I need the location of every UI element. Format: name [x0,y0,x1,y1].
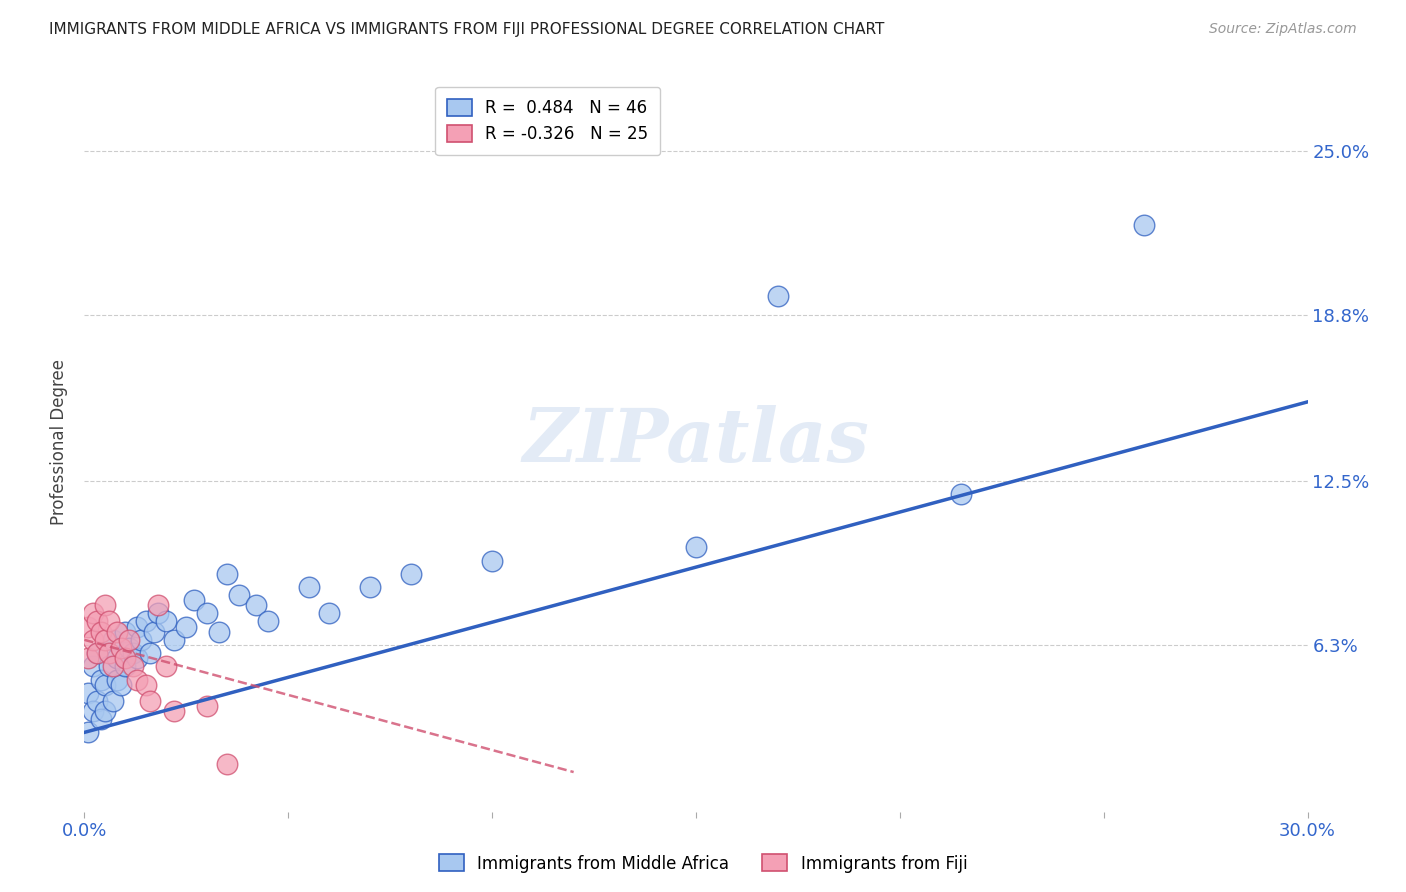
Point [481,553,503,567]
Point [399,566,422,581]
Point [195,607,218,621]
Point [110,678,132,692]
Point [122,659,145,673]
Point [766,289,789,303]
Point [245,599,267,613]
Point [97,646,120,660]
Point [174,619,197,633]
Point [90,712,112,726]
Text: ZIPatlas: ZIPatlas [523,405,869,478]
Point [105,673,128,687]
Point [163,632,186,647]
Text: Source: ZipAtlas.com: Source: ZipAtlas.com [1209,22,1357,37]
Point [146,607,169,621]
Point [90,673,112,687]
Point [86,694,108,708]
Point [1133,218,1156,232]
Point [93,678,115,692]
Point [138,646,160,660]
Point [359,580,381,594]
Point [127,673,149,687]
Point [86,646,108,660]
Point [101,694,124,708]
Point [97,615,120,629]
Point [93,704,115,718]
Point [131,632,153,647]
Point [101,632,124,647]
Point [93,599,115,613]
Text: IMMIGRANTS FROM MIDDLE AFRICA VS IMMIGRANTS FROM FIJI PROFESSIONAL DEGREE CORREL: IMMIGRANTS FROM MIDDLE AFRICA VS IMMIGRA… [49,22,884,37]
Point [105,651,128,665]
Point [183,593,205,607]
Point [228,588,250,602]
Point [142,624,165,639]
Point [195,698,218,713]
Point [90,624,112,639]
Point [77,725,100,739]
Point [114,651,136,665]
Point [127,619,149,633]
Point [146,599,169,613]
Point [950,487,973,501]
Point [208,624,231,639]
Point [118,640,141,655]
Point [217,566,239,581]
Point [217,757,239,772]
Point [318,607,340,621]
Point [97,659,120,673]
Point [114,659,136,673]
Point [82,659,104,673]
Point [257,615,280,629]
Point [127,651,149,665]
Point [77,651,100,665]
Point [163,704,186,718]
Point [82,607,104,621]
Point [77,686,100,700]
Point [93,632,115,647]
Point [122,646,145,660]
Point [77,619,100,633]
Point [685,541,707,555]
Legend: R =  0.484   N = 46, R = -0.326   N = 25: R = 0.484 N = 46, R = -0.326 N = 25 [436,87,659,155]
Point [298,580,321,594]
Y-axis label: Professional Degree: Professional Degree [51,359,69,524]
Point [135,615,157,629]
Point [105,624,128,639]
Point [135,678,157,692]
Point [155,615,177,629]
Point [86,615,108,629]
Point [118,632,141,647]
Point [86,646,108,660]
Point [82,632,104,647]
Point [138,694,160,708]
Point [101,659,124,673]
Legend: Immigrants from Middle Africa, Immigrants from Fiji: Immigrants from Middle Africa, Immigrant… [432,847,974,880]
Point [110,640,132,655]
Point [155,659,177,673]
Point [82,704,104,718]
Point [114,624,136,639]
